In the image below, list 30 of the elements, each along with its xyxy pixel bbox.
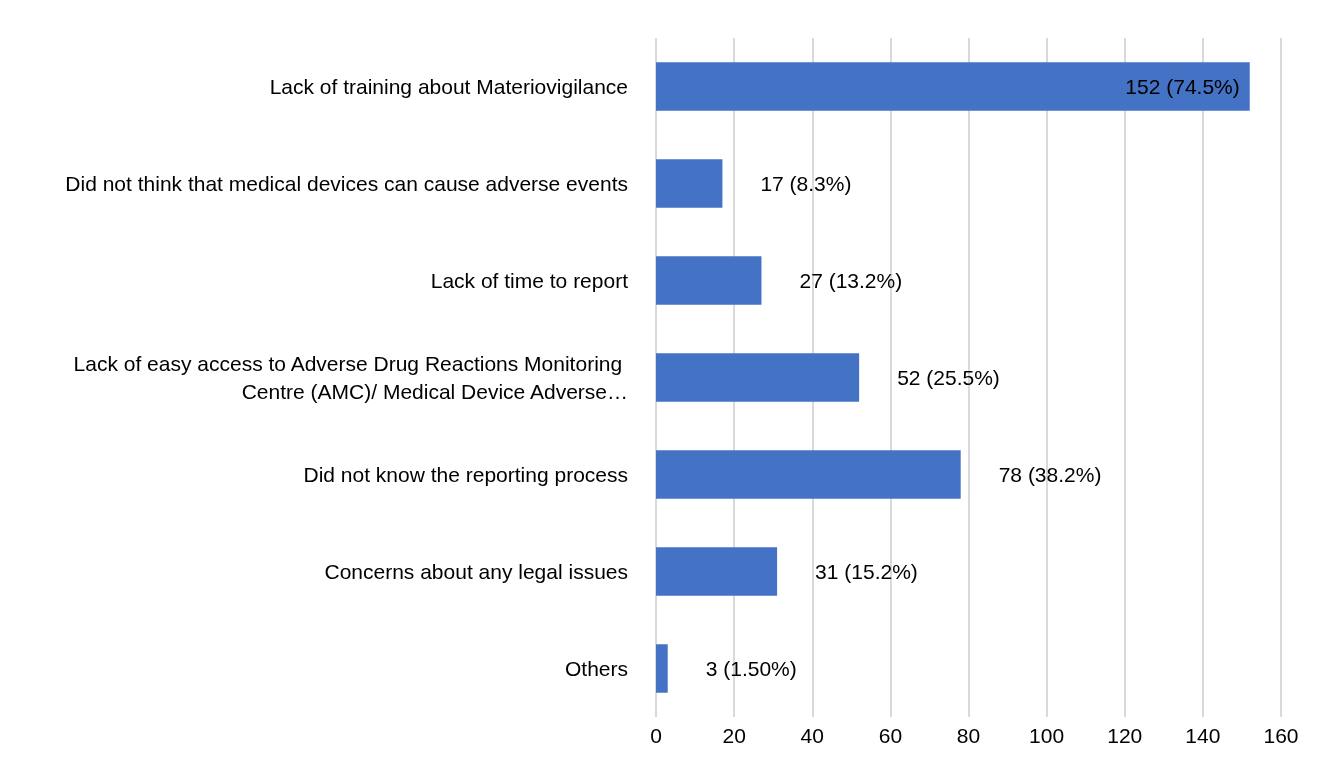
data-label: 78 (38.2%) [998, 463, 1102, 486]
data-label: 152 (74.5%) [1125, 75, 1240, 98]
y-tick-label: Did not think that medical devices can cause adverse events [65, 172, 628, 195]
x-tick-label: 20 [722, 724, 746, 747]
data-label: 27 (13.2%) [799, 269, 903, 292]
bar [656, 353, 860, 402]
bar [656, 159, 723, 208]
x-tick-label: 140 [1185, 724, 1221, 747]
bar [656, 547, 778, 596]
data-label: 17 (8.3%) [760, 172, 852, 195]
y-tick-label: Lack of training about Materiovigilance [269, 75, 628, 98]
y-tick-label: Lack of time to report [430, 269, 629, 292]
bar [656, 256, 762, 305]
bar [656, 450, 961, 499]
x-tick-label: 40 [800, 724, 824, 747]
x-tick-label: 60 [878, 724, 903, 747]
data-label: 3 (1.50%) [705, 657, 797, 680]
x-tick-label: 0 [650, 724, 662, 747]
y-tick-label: Did not know the reporting process [303, 463, 628, 486]
y-tick-label: Others [564, 657, 628, 680]
y-tick-label: Concerns about any legal issues [324, 560, 628, 583]
x-tick-label: 100 [1029, 724, 1065, 747]
x-tick-label: 120 [1107, 724, 1143, 747]
data-label: 31 (15.2%) [815, 560, 918, 583]
bar [656, 62, 1250, 111]
x-tick-label: 160 [1263, 724, 1299, 747]
y-tick-label: Lack of easy access to Adverse Drug Reactions Monitoring Centre (AMC)/ Medical Device Adverse… [73, 352, 628, 403]
x-tick-label: 80 [956, 724, 981, 747]
data-label: 52 (25.5%) [897, 366, 1000, 389]
bar [656, 644, 668, 693]
